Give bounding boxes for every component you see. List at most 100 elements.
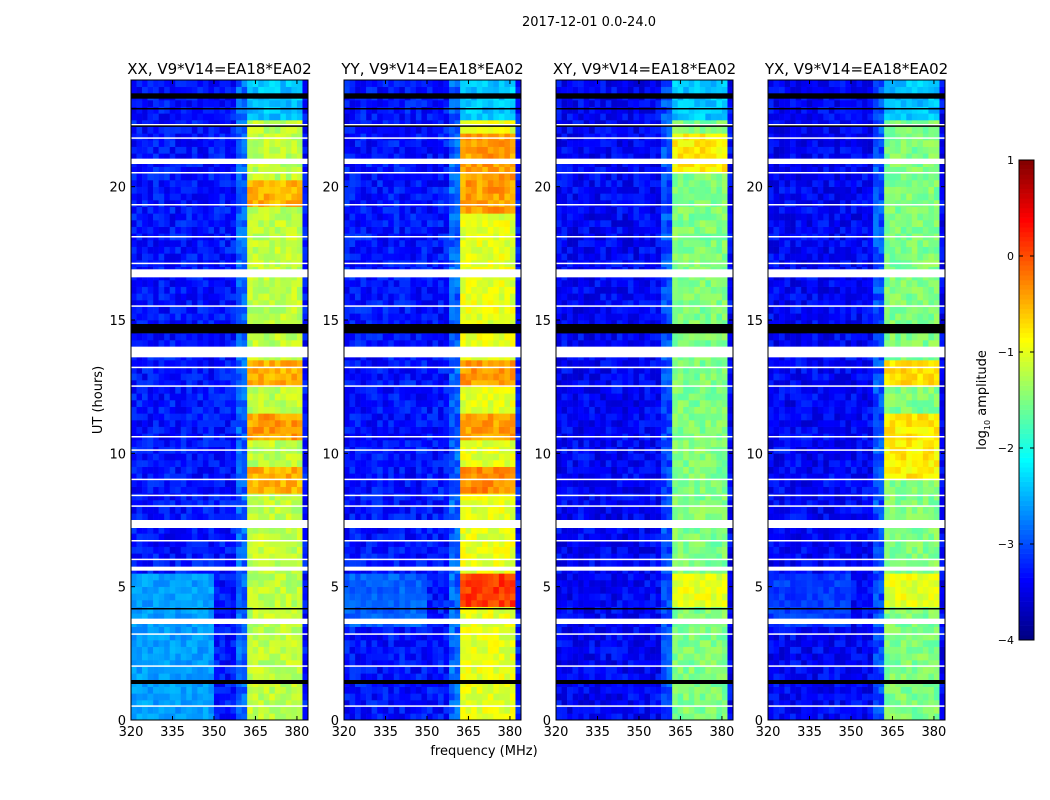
heatmap-cell <box>344 360 350 367</box>
heatmap-cell <box>465 573 472 581</box>
heatmap-cell <box>443 573 450 581</box>
heatmap-cell <box>269 533 276 541</box>
heatmap-cell <box>247 360 253 367</box>
heatmap-cell <box>415 600 422 607</box>
heatmap-cell <box>164 140 171 147</box>
heatmap-cell <box>236 686 242 694</box>
heatmap-cell <box>449 460 455 467</box>
heatmap-cell <box>421 373 428 381</box>
heatmap-cell <box>291 120 298 127</box>
heatmap-cell <box>410 693 417 701</box>
heatmap-cell <box>247 86 253 94</box>
heatmap-cell <box>202 186 209 194</box>
heatmap-cell <box>258 686 265 694</box>
heatmap-cell <box>487 686 494 694</box>
heatmap-cell <box>487 380 494 387</box>
heatmap-cell <box>153 593 159 601</box>
heatmap-cell <box>471 360 478 367</box>
heatmap-cell <box>421 466 428 474</box>
heatmap-cell <box>285 120 292 127</box>
heatmap-cell <box>404 626 411 634</box>
heatmap-cell <box>208 280 215 287</box>
heatmap-cell <box>280 713 287 721</box>
heatmap-cell <box>169 533 176 541</box>
heatmap-cell <box>404 420 411 427</box>
heatmap-cell <box>197 586 204 594</box>
heatmap-cell <box>399 606 406 614</box>
heatmap-cell <box>426 480 433 487</box>
heatmap-cell <box>225 120 231 127</box>
heatmap-cell <box>213 186 220 194</box>
heatmap-cell <box>147 373 154 381</box>
heatmap-cell <box>302 193 309 201</box>
heatmap-cell <box>186 180 193 187</box>
heatmap-cell <box>460 366 466 374</box>
heatmap-cell <box>296 193 303 201</box>
heatmap-cell <box>371 666 378 674</box>
heatmap-cell <box>476 686 483 694</box>
heatmap-cell <box>269 146 276 154</box>
heatmap-cell <box>186 206 193 214</box>
heatmap-cell <box>366 473 372 481</box>
heatmap-cell <box>191 246 198 254</box>
heatmap-cell <box>366 373 372 381</box>
heatmap-cell <box>344 493 350 501</box>
heatmap-cell <box>186 486 193 494</box>
heatmap-cell <box>504 660 511 667</box>
heatmap-cell <box>421 380 428 387</box>
heatmap-cell <box>449 546 455 554</box>
heatmap-cell <box>366 633 372 641</box>
heatmap-cell <box>175 340 182 347</box>
heatmap-cell <box>302 666 309 674</box>
heatmap-cell <box>515 646 522 654</box>
heatmap-cell <box>421 546 428 554</box>
heatmap-cell <box>202 133 209 141</box>
heatmap-cell <box>438 693 444 701</box>
heatmap-cell <box>131 220 137 227</box>
heatmap-cell <box>509 646 516 654</box>
heatmap-cell <box>393 660 400 667</box>
heatmap-cell <box>169 426 176 434</box>
heatmap-cell <box>241 673 248 681</box>
heatmap-cell <box>443 540 450 547</box>
heatmap-cell <box>236 460 242 467</box>
heatmap-cell <box>258 286 265 294</box>
heatmap-cell <box>225 613 231 621</box>
heatmap-cell <box>498 600 505 607</box>
heatmap-cell <box>274 706 281 714</box>
heatmap-cell <box>487 513 494 521</box>
heatmap-cell <box>219 473 226 481</box>
heatmap-cell <box>274 506 281 514</box>
heatmap-cell <box>219 713 226 721</box>
heatmap-cell <box>225 526 231 534</box>
heatmap-cell <box>498 466 505 474</box>
heatmap-cell <box>404 560 411 567</box>
heatmap-cell <box>509 633 516 641</box>
heatmap-cell <box>131 280 137 287</box>
heatmap-cell <box>377 340 384 347</box>
heatmap-cell <box>454 706 461 714</box>
heatmap-cell <box>219 386 226 394</box>
heatmap-cell <box>241 513 248 521</box>
heatmap-cell <box>208 666 215 674</box>
heatmap-cell <box>377 673 384 681</box>
heatmap-cell <box>471 706 478 714</box>
heatmap-cell <box>191 673 198 681</box>
heatmap-cell <box>164 380 171 387</box>
heatmap-cell <box>285 220 292 227</box>
heatmap-cell <box>482 340 489 347</box>
heatmap-cell <box>197 406 204 414</box>
heatmap-cell <box>258 166 265 174</box>
heatmap-cell <box>258 480 265 487</box>
heatmap-cell <box>208 573 215 581</box>
heatmap-cell <box>202 380 209 387</box>
heatmap-cell <box>136 486 143 494</box>
heatmap-cell <box>236 640 242 647</box>
heatmap-cell <box>175 666 182 674</box>
heatmap-cell <box>142 100 148 107</box>
heatmap-cell <box>269 126 276 134</box>
heatmap-cell <box>360 373 367 381</box>
heatmap-cell <box>465 473 472 481</box>
heatmap-cell <box>219 593 226 601</box>
heatmap-cell <box>269 240 276 247</box>
